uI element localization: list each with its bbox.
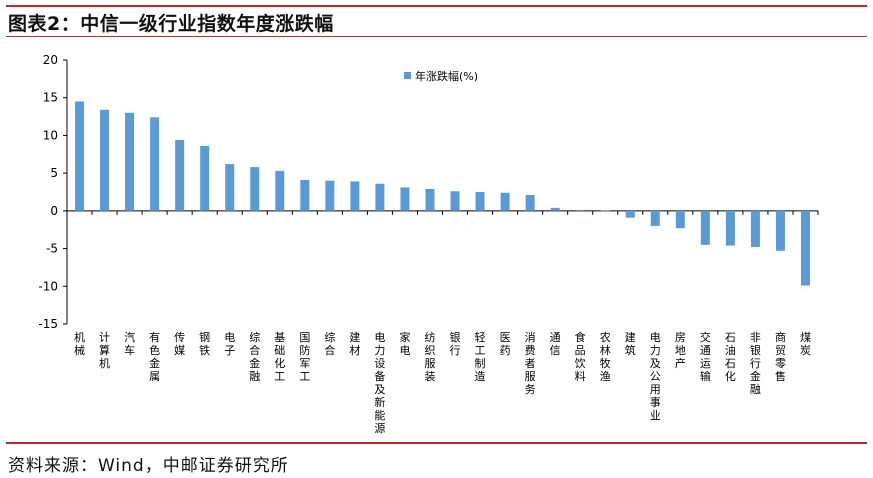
- category-label: 电力及公用事业: [650, 331, 661, 422]
- bar: [125, 112, 135, 211]
- category-label: 机械: [74, 330, 85, 357]
- category-label: 农林牧渔: [600, 330, 611, 383]
- bar: [675, 210, 685, 229]
- bar: [275, 170, 285, 211]
- bar: [725, 210, 735, 246]
- category-label: 银行: [450, 330, 461, 357]
- top-rule: [6, 5, 867, 7]
- bar: [325, 180, 335, 211]
- bar: [200, 145, 210, 211]
- category-label: 基础化工: [274, 331, 285, 383]
- bar: [575, 210, 585, 211]
- bar: [300, 179, 310, 211]
- category-label: 计算机: [99, 331, 110, 370]
- category-label: 通信: [550, 331, 561, 357]
- category-label: 建筑: [625, 330, 636, 357]
- y-tick-label: 0: [50, 204, 58, 218]
- bar: [525, 195, 535, 211]
- category-label: 有色金属: [149, 330, 160, 383]
- category-label: 商贸零售: [775, 330, 786, 383]
- bar: [150, 117, 160, 211]
- bar: [225, 164, 235, 211]
- bar: [350, 181, 360, 211]
- bar: [250, 167, 260, 211]
- bar: [600, 210, 610, 212]
- legend-swatch: [404, 72, 411, 79]
- category-label: 综合: [324, 330, 335, 357]
- bar: [175, 139, 185, 211]
- bottom-rule: [6, 442, 867, 444]
- category-label: 纺织服装: [424, 330, 435, 383]
- category-label: 交通运输: [700, 330, 711, 383]
- category-label: 非银行金融: [750, 331, 761, 396]
- bar: [775, 210, 785, 251]
- category-label: 电子: [224, 331, 235, 357]
- bar: [450, 191, 460, 211]
- bar: [750, 210, 760, 248]
- category-label: 汽车: [124, 330, 135, 357]
- bar: [375, 183, 385, 211]
- bar: [100, 109, 110, 211]
- category-label: 医药: [500, 331, 511, 357]
- y-tick-label: -10: [38, 279, 58, 293]
- category-label: 建材: [349, 330, 360, 357]
- bar: [400, 187, 410, 211]
- bar: [425, 188, 435, 211]
- source-note: 资料来源：Wind，中邮证券研究所: [8, 456, 289, 476]
- bar: [800, 210, 810, 286]
- bar: [550, 207, 560, 211]
- y-tick-label: 15: [43, 91, 58, 105]
- y-tick-label: 20: [43, 53, 58, 67]
- y-tick-label: 5: [50, 166, 58, 180]
- y-tick-label: -15: [38, 317, 58, 331]
- category-label: 综合金融: [249, 330, 260, 383]
- y-tick-label: -5: [46, 242, 58, 256]
- bar: [475, 192, 485, 211]
- bar: [75, 101, 85, 211]
- category-label: 房地产: [675, 331, 686, 370]
- legend-label: 年涨跌幅(%): [415, 69, 478, 83]
- y-tick-label: 10: [43, 128, 58, 142]
- category-label: 家电: [399, 330, 410, 357]
- category-label: 钢铁: [199, 331, 210, 357]
- bar: [500, 192, 510, 211]
- bar: [625, 210, 635, 218]
- title-rule: [6, 36, 867, 37]
- category-label: 煤炭: [800, 331, 811, 357]
- bar: [700, 210, 710, 245]
- category-label: 石油石化: [725, 331, 736, 383]
- figure-title: 图表2：中信一级行业指数年度涨跌幅: [8, 13, 334, 35]
- category-label: 国防军工: [299, 331, 310, 383]
- category-label: 食品饮料: [575, 330, 586, 383]
- category-label: 消费者服务: [525, 330, 536, 396]
- category-label: 传媒: [174, 331, 185, 357]
- bar: [650, 210, 660, 226]
- category-label: 轻工制造: [475, 330, 486, 383]
- category-label: 电力设备及新能源: [374, 331, 385, 435]
